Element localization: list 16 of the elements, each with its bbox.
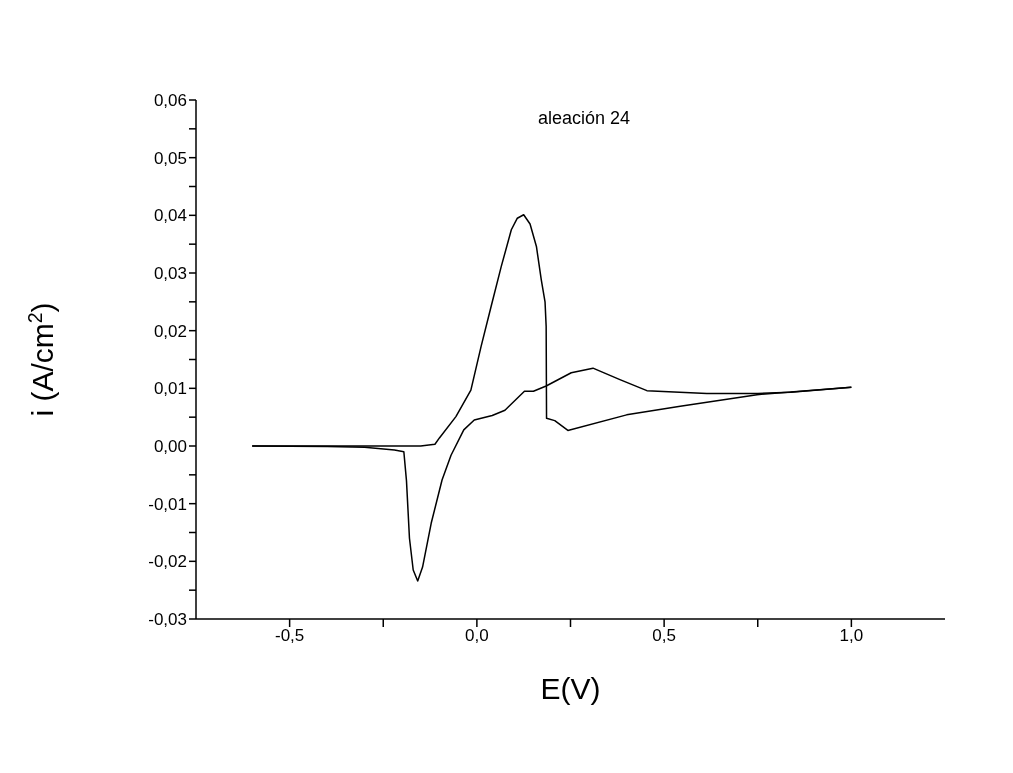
x-tick-label: 0,5 xyxy=(652,626,676,646)
y-tick-label: 0,02 xyxy=(153,321,187,341)
y-tick-label: 0,03 xyxy=(153,264,187,284)
y-tick-label: 0,06 xyxy=(153,91,187,111)
x-tick-label: -0,5 xyxy=(274,626,305,646)
y-tick-label: -0,03 xyxy=(148,610,187,630)
y-tick-label: 0,04 xyxy=(153,206,187,226)
x-tick-label: 0,0 xyxy=(465,626,489,646)
y-tick-label: -0,01 xyxy=(148,494,187,514)
y-tick-label: -0,02 xyxy=(148,552,187,572)
y-tick-label: 0,00 xyxy=(153,437,187,457)
y-tick-label: 0,01 xyxy=(153,379,187,399)
x-tick-label: 1,0 xyxy=(839,626,864,646)
chart-title: aleación 24 xyxy=(538,108,631,129)
y-tick-label: 0,05 xyxy=(153,148,187,168)
x-axis-title: E(V) xyxy=(540,672,601,705)
